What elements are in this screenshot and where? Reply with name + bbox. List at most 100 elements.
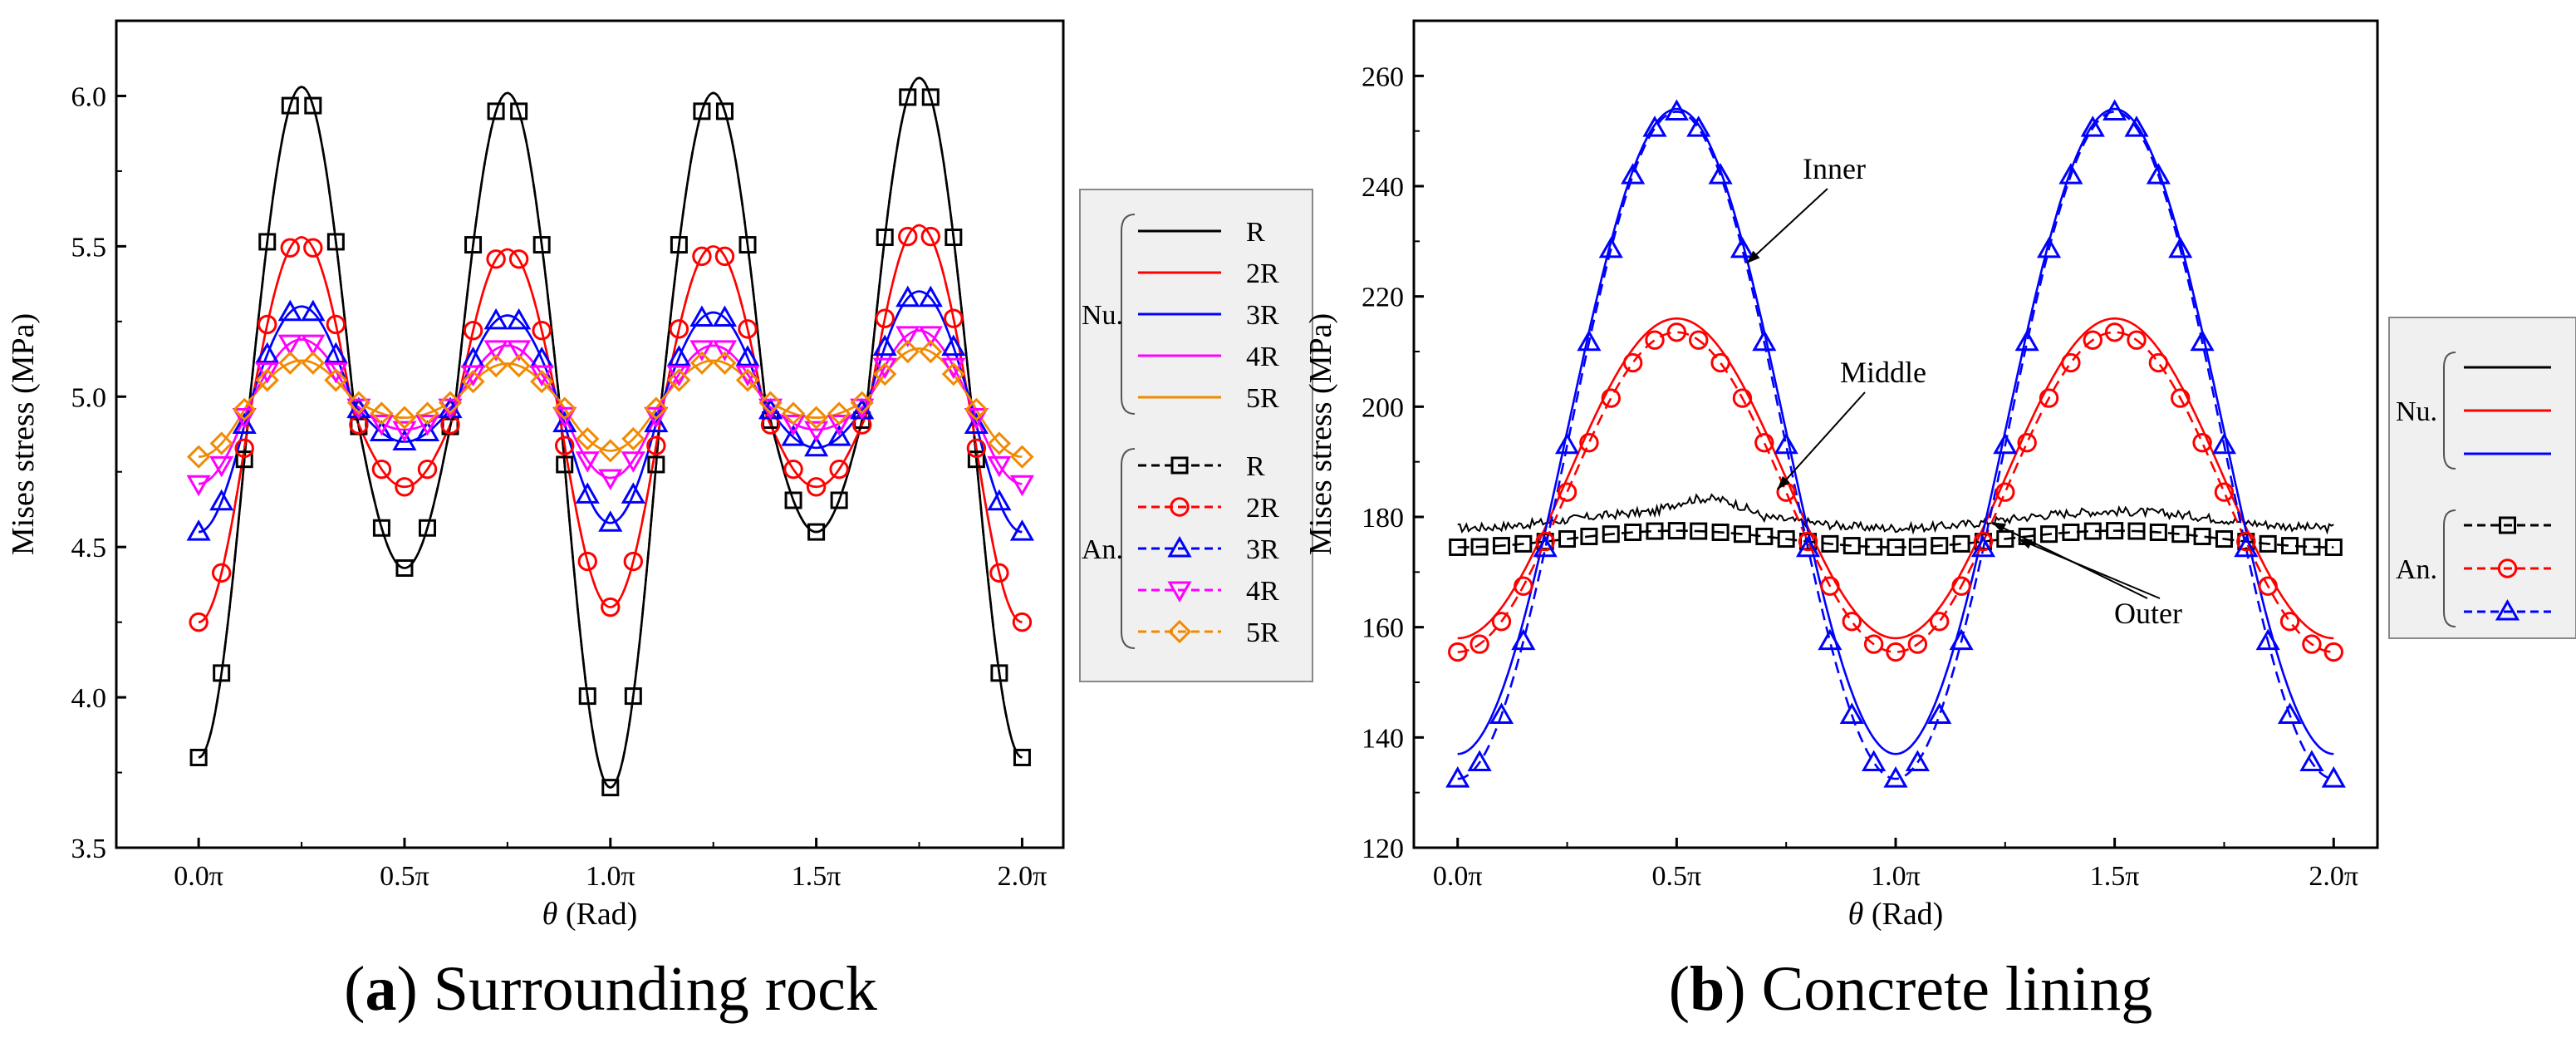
data-point [372,519,390,537]
x-tick-label: 0.5π [1652,861,1702,892]
x-tick-label: 1.5π [792,861,841,892]
data-point [1711,523,1730,541]
data-point [2014,329,2039,352]
data-point [209,489,234,511]
data-point [714,246,735,267]
data-point [556,455,574,474]
data-point [280,238,300,258]
series-line-nu-r [198,76,1023,789]
data-point [255,368,279,392]
data-point [598,510,623,532]
data-point [598,469,623,490]
legend-b: Nu. An. [2388,317,2576,639]
data-point [323,362,348,384]
annotation-arrow [1776,391,1866,490]
data-point [1689,330,1709,350]
data-point [623,551,644,572]
data-point [2171,525,2190,544]
data-point [1993,432,2018,455]
data-point [644,411,669,433]
data-point [1535,531,1555,552]
data-point [301,334,326,357]
data-point [1777,530,1795,549]
data-point [1598,236,1623,258]
data-point [919,339,943,364]
data-point [944,308,964,328]
data-point [232,412,257,435]
annotation-arrowhead [1777,475,1790,490]
data-point [209,455,234,478]
data-point [1579,433,1599,453]
data-point [395,559,414,578]
annotation-arrowhead [2018,539,2033,549]
data-point [1601,388,1621,408]
data-point [666,345,691,367]
data-point [1012,612,1033,632]
data-point [1905,750,1930,771]
series-lines-b [1457,107,2334,780]
data-point [1752,329,1777,352]
data-point [2323,642,2343,662]
series-markers-a [186,88,1035,797]
data-point [601,597,621,617]
data-point [392,406,417,430]
data-point [578,687,596,706]
data-point [829,459,849,480]
data-point [807,523,826,541]
data-point [1686,116,1711,137]
data-point [2215,530,2233,549]
data-point [2303,538,2321,556]
data-point [644,406,669,429]
data-point [1467,750,1492,771]
data-point [1839,702,1864,724]
data-point [418,519,436,537]
data-point [624,687,642,706]
legend-group-label: Nu. [2396,396,2437,427]
data-point [1514,576,1533,596]
data-point [712,305,738,327]
data-point [2148,352,2169,373]
data-point [2036,236,2062,258]
data-point [781,425,806,446]
data-point [693,102,711,121]
data-point [783,459,803,480]
data-point [1664,99,1689,121]
x-tick-label: 1.0π [1871,861,1921,892]
data-point [575,451,600,473]
data-point [326,314,346,335]
x-tick-label: 2.0π [998,861,1048,892]
data-point [186,475,211,497]
legend-bracket [2443,509,2456,627]
data-point [1732,388,1753,408]
plot-frame-a [115,19,1065,849]
series-line-an-middle [1457,331,2334,653]
data-point [1558,530,1577,549]
data-point [209,431,233,455]
y-axis-title-a: Mises stress (MPa) [6,313,41,555]
data-point [2214,482,2235,502]
data-point [255,362,280,384]
data-point [1842,612,1862,632]
legend-group-label: An. [1082,534,1123,565]
data-point [1730,236,1755,258]
data-point [277,299,302,322]
y-tick-label: 180 [1362,503,1404,534]
data-point [1733,525,1751,544]
series-line-nu-outer [1457,493,2334,535]
data-point [804,406,828,430]
data-point [2124,116,2149,137]
data-point [1995,482,2015,502]
data-point [1533,535,1558,558]
data-point [895,285,920,307]
data-point [827,425,851,446]
data-point [1755,527,1774,545]
data-point [530,370,554,394]
data-point [1973,531,1994,552]
data-point [186,519,211,541]
data-point [2146,163,2171,184]
data-point [895,339,920,364]
legend-entry-label: 4R [1246,342,1279,372]
legend-marker [2499,516,2516,534]
data-point [2255,628,2280,651]
data-point [1554,432,1580,455]
